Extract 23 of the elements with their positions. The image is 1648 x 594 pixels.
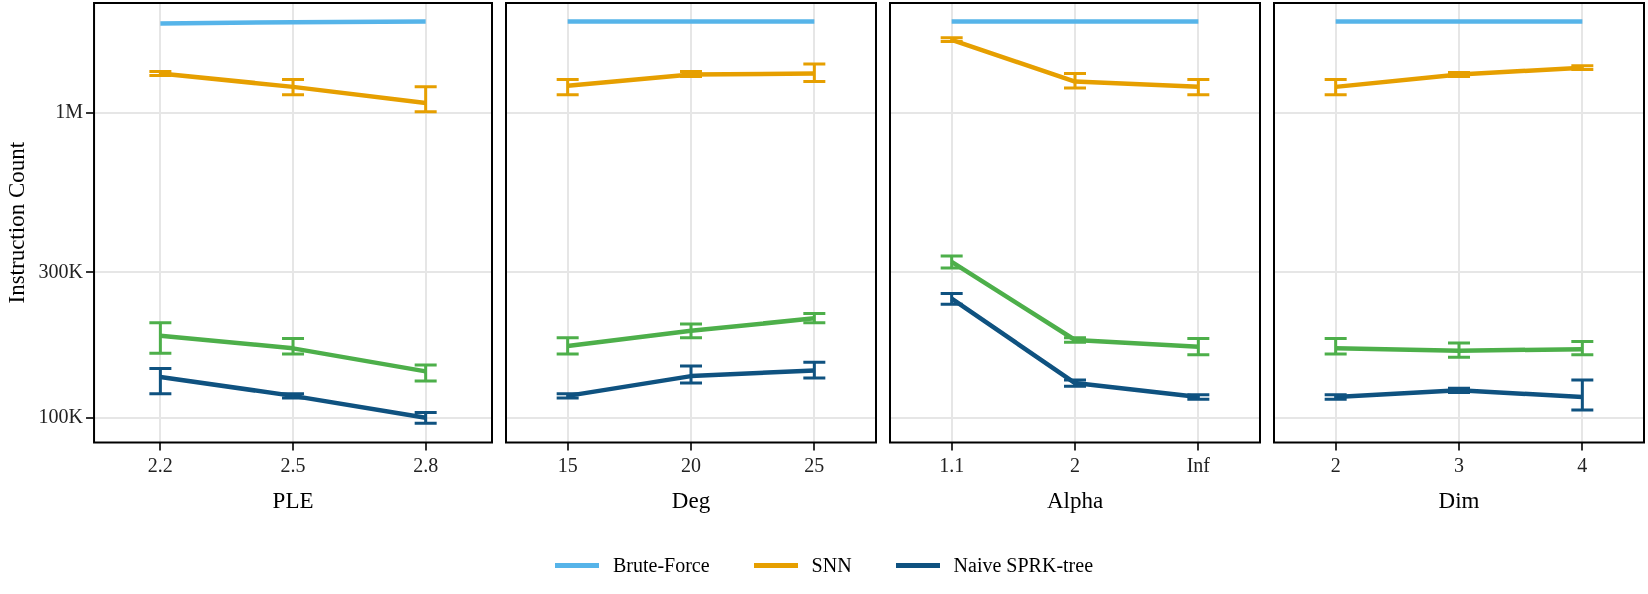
legend-label: SNN: [811, 554, 852, 577]
y-axis-title: Instruction Count: [3, 141, 29, 304]
x-tick-label: 2.2: [147, 453, 173, 476]
x-tick-label: 2.8: [413, 453, 439, 476]
x-axis-title: PLE: [272, 488, 314, 514]
x-tick-label: Inf: [1186, 453, 1211, 476]
x-axis-title: Alpha: [1046, 488, 1104, 514]
legend-label: Brute-Force: [612, 554, 710, 577]
x-tick-label: 2: [1070, 453, 1080, 476]
x-tick-label: 2: [1330, 453, 1341, 476]
x-tick-label: 15: [557, 453, 578, 476]
legend-label: Naive SPRK-tree: [953, 554, 1094, 577]
x-tick-label: 4: [1577, 453, 1588, 476]
x-tick-label: 2.5: [280, 453, 306, 476]
x-tick-label: 3: [1454, 453, 1464, 476]
y-tick-label: 1M: [55, 100, 84, 123]
x-axis-title: Dim: [1438, 488, 1480, 514]
x-tick-label: 1.1: [939, 453, 965, 476]
y-tick-label: 100K: [38, 405, 84, 427]
x-tick-label: 20: [681, 453, 701, 476]
x-tick-label: 25: [804, 453, 825, 476]
x-axis-title: Deg: [671, 488, 711, 514]
y-tick-label: 300K: [38, 259, 84, 282]
